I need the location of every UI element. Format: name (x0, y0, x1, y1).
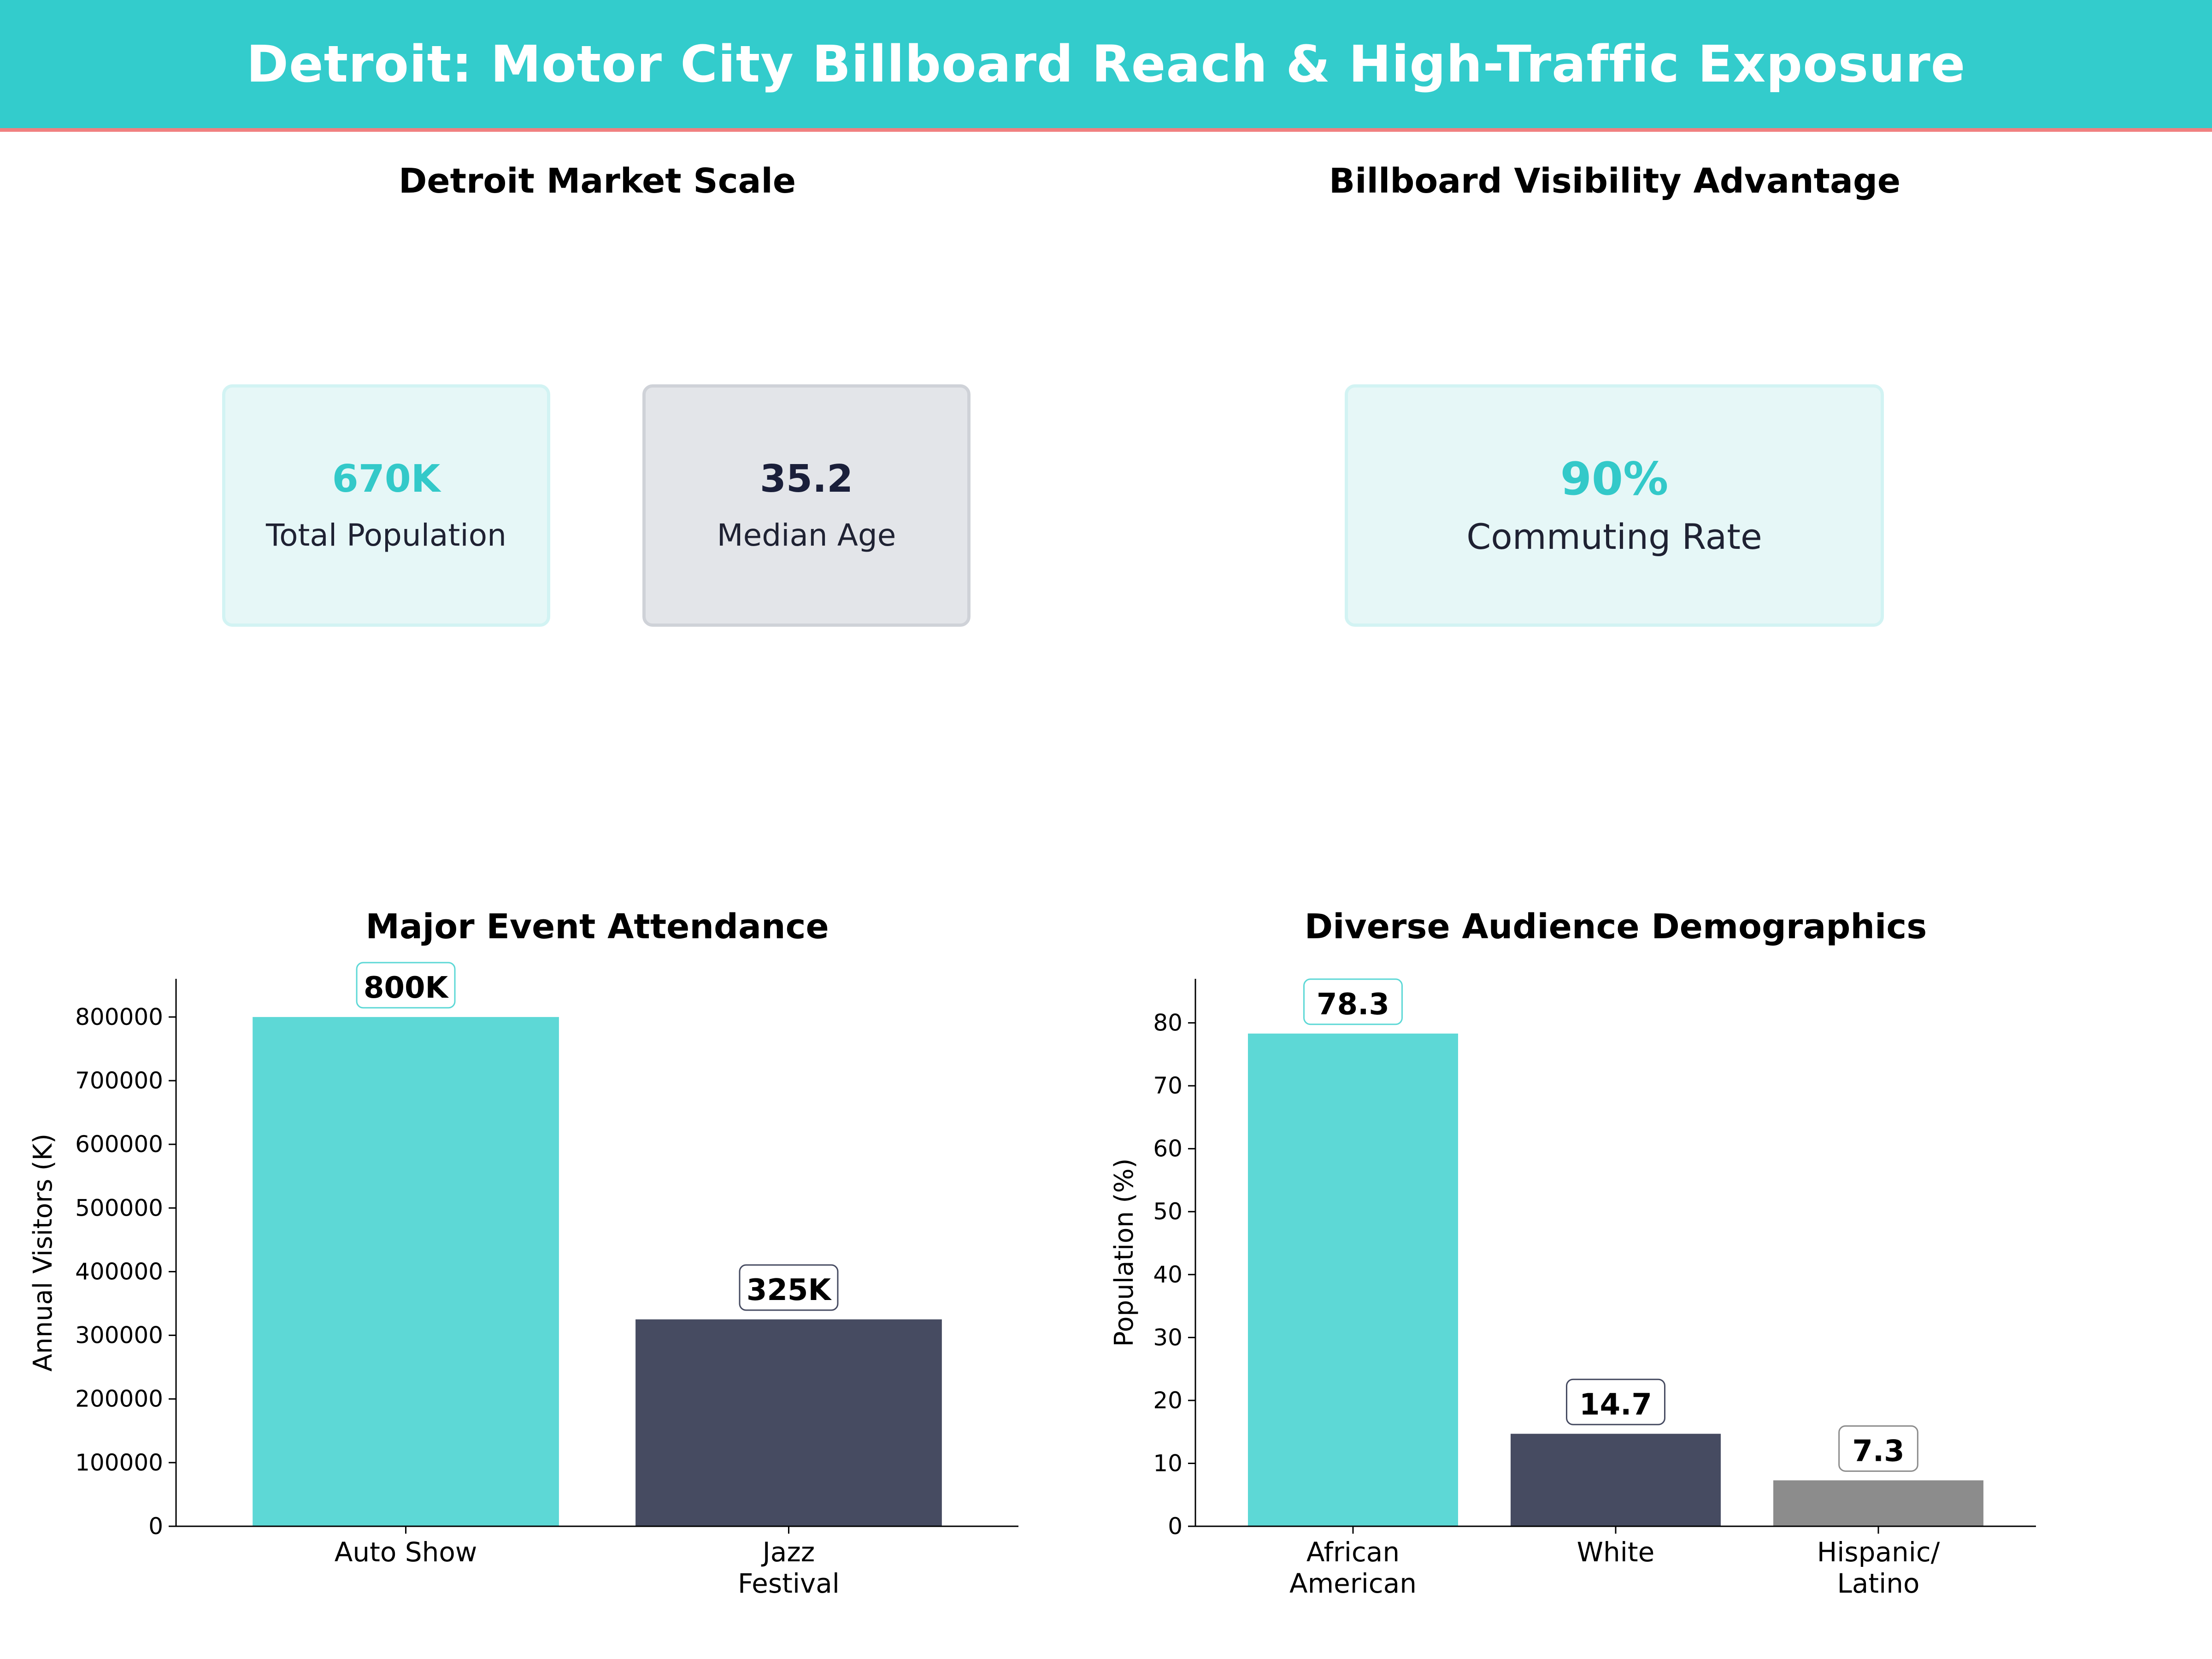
bar (635, 1319, 942, 1526)
y-tick-label: 20 (1153, 1387, 1182, 1414)
kpi-value: 670K (332, 457, 441, 501)
kpi-label: Total Population (266, 518, 506, 553)
y-tick-label: 50 (1153, 1198, 1182, 1225)
header-banner: Detroit: Motor City Billboard Reach & Hi… (0, 0, 2212, 132)
kpi-label: Commuting Rate (1466, 516, 1762, 557)
kpi-card-total-population: 670K Total Population (222, 384, 550, 627)
data-label: 325K (747, 1273, 832, 1307)
bar (1511, 1434, 1721, 1526)
y-tick-label: 300000 (75, 1322, 163, 1349)
y-tick-label: 400000 (75, 1258, 163, 1285)
chart-title: Diverse Audience Demographics (1305, 907, 1927, 947)
x-tick-label: Festival (738, 1568, 840, 1599)
y-tick-label: 10 (1153, 1450, 1182, 1477)
x-tick-label: Hispanic/ (1817, 1536, 1940, 1568)
chart-1: Major Event Attendance Annual Visitors (K… (28, 907, 1018, 1599)
y-tick-label: 70 (1153, 1072, 1182, 1099)
kpi-card-median-age: 35.2 Median Age (642, 384, 971, 627)
market-scale-title: Detroit Market Scale (398, 161, 796, 201)
x-tick-label: African (1306, 1536, 1400, 1568)
x-tick-label: White (1577, 1536, 1655, 1568)
y-tick-label: 30 (1153, 1324, 1182, 1351)
y-tick-label: 0 (148, 1513, 163, 1540)
data-label-box (1838, 1425, 1918, 1472)
kpi-label: Median Age (717, 518, 896, 553)
kpi-card-commuting-rate: 90% Commuting Rate (1345, 384, 1884, 627)
chart-title: Major Event Attendance (365, 907, 829, 947)
y-tick-label: 60 (1153, 1135, 1182, 1162)
data-label-box (1566, 1378, 1665, 1425)
bar (253, 1017, 559, 1526)
y-tick-label: 500000 (75, 1194, 163, 1221)
data-label: 800K (364, 971, 449, 1005)
x-tick-label: Latino (1837, 1568, 1920, 1599)
y-tick-label: 0 (1168, 1513, 1182, 1540)
y-axis-label: Annual Visitors (K) (28, 1134, 58, 1371)
kpi-value: 35.2 (759, 457, 853, 501)
visibility-title: Billboard Visibility Advantage (1329, 161, 1901, 201)
data-label: 14.7 (1579, 1388, 1652, 1422)
y-axis-label: Population (%) (1109, 1159, 1139, 1347)
data-label: 7.3 (1852, 1434, 1904, 1468)
data-label-box (739, 1264, 839, 1311)
bar (1248, 1033, 1458, 1526)
y-tick-label: 80 (1153, 1010, 1182, 1036)
x-tick-label: American (1289, 1568, 1417, 1599)
chart-2: Diverse Audience Demographics Population … (1109, 907, 2036, 1599)
y-tick-label: 40 (1153, 1261, 1182, 1288)
y-tick-label: 100000 (75, 1449, 163, 1476)
data-label-box (356, 962, 456, 1009)
y-tick-label: 700000 (75, 1067, 163, 1094)
data-label-box (1303, 978, 1403, 1025)
x-tick-label: Jazz (761, 1536, 815, 1568)
y-tick-label: 200000 (75, 1386, 163, 1412)
y-tick-label: 800000 (75, 1004, 163, 1030)
y-tick-label: 600000 (75, 1131, 163, 1158)
data-label: 78.3 (1317, 988, 1389, 1022)
page-title: Detroit: Motor City Billboard Reach & Hi… (246, 35, 1966, 94)
bar (1773, 1480, 1983, 1526)
kpi-value: 90% (1560, 453, 1669, 506)
x-tick-label: Auto Show (335, 1536, 477, 1568)
